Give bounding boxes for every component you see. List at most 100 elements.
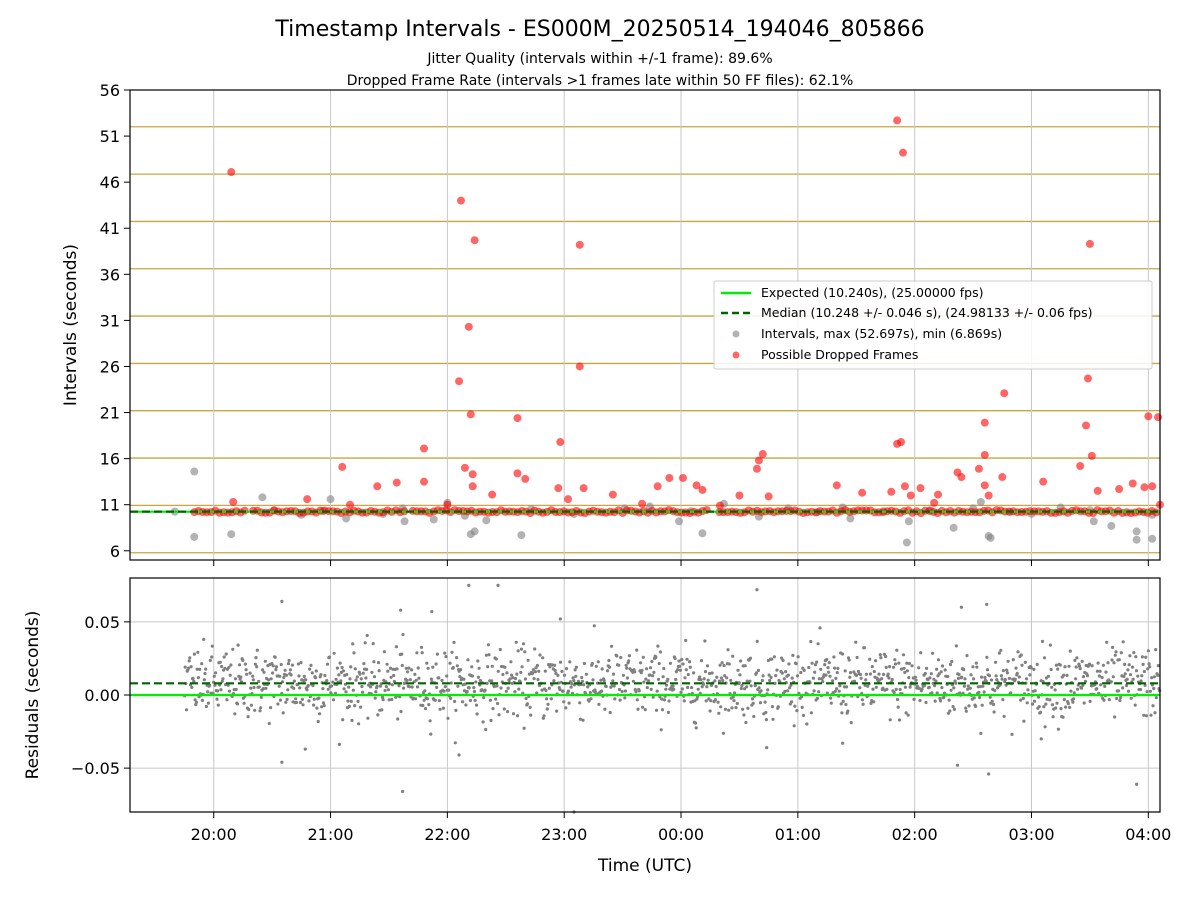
intervals-y-ticks: 6 11 16 21 26 31 36 41 46 51 56 bbox=[100, 81, 130, 561]
residual-point-502 bbox=[515, 672, 519, 676]
residual-point-1342 bbox=[1072, 697, 1076, 701]
residual-point-268 bbox=[360, 684, 364, 689]
residual-point-252 bbox=[349, 699, 353, 703]
residual-point-1076 bbox=[895, 697, 900, 702]
residual-point-94 bbox=[245, 672, 249, 676]
residual-point-401 bbox=[448, 661, 452, 665]
residual-point-751 bbox=[680, 657, 684, 662]
residual-point-199 bbox=[314, 669, 318, 673]
residual-point-1178 bbox=[963, 677, 967, 681]
residual-point-1075 bbox=[895, 648, 899, 652]
residual-point-643 bbox=[608, 710, 612, 715]
residual-point-1027 bbox=[863, 683, 867, 687]
residual-point-211 bbox=[322, 704, 326, 708]
interval-point-19 bbox=[517, 531, 526, 540]
residual-point-76 bbox=[233, 712, 237, 716]
residual-point-755 bbox=[682, 699, 686, 703]
residual-point-685 bbox=[636, 707, 640, 711]
residual-point-1382 bbox=[1098, 669, 1102, 673]
residual-point-468 bbox=[492, 685, 496, 689]
residual-point-261 bbox=[355, 675, 359, 679]
residual-point-585 bbox=[570, 682, 574, 686]
residual-point-1354 bbox=[1079, 686, 1084, 690]
residual-point-478 bbox=[499, 686, 503, 690]
residual-point-667 bbox=[624, 663, 628, 667]
residual-point-1041 bbox=[872, 669, 876, 674]
residual-point-816 bbox=[723, 674, 727, 678]
residual-point-1424 bbox=[1126, 668, 1130, 672]
residual-point-570 bbox=[560, 669, 564, 674]
interval-point-8 bbox=[326, 495, 335, 504]
residual-point-604 bbox=[582, 661, 587, 666]
residual-point-379 bbox=[433, 698, 437, 702]
residual-point-1444 bbox=[1139, 679, 1143, 683]
residual-point-113 bbox=[257, 685, 261, 689]
residual-point-741 bbox=[673, 656, 677, 661]
legend-median-label: Median (10.248 +/- 0.046 s), (24.98133 +… bbox=[761, 305, 1092, 320]
residual-point-1179 bbox=[964, 706, 968, 710]
residual-point-508 bbox=[519, 670, 523, 675]
residual-point-350 bbox=[414, 678, 418, 682]
residual-point-312 bbox=[389, 675, 393, 679]
residual-point-393 bbox=[443, 651, 447, 655]
residual-point-255 bbox=[351, 688, 355, 692]
residual-point-1110 bbox=[918, 698, 922, 703]
residual-point-509 bbox=[519, 647, 524, 651]
residual-point-1202 bbox=[979, 731, 983, 736]
residual-point-617 bbox=[591, 678, 595, 682]
residual-point-1309 bbox=[1050, 685, 1054, 689]
residual-point-1132 bbox=[933, 684, 937, 688]
residual-point-1249 bbox=[1010, 732, 1014, 737]
residual-point-172 bbox=[296, 662, 300, 666]
residual-point-225 bbox=[331, 698, 336, 702]
residual-point-373 bbox=[429, 677, 433, 681]
legend: Expected (10.240s), (25.00000 fps) Media… bbox=[713, 280, 1153, 370]
residual-point-848 bbox=[744, 720, 748, 725]
residual-point-1400 bbox=[1110, 658, 1114, 662]
residual-point-335 bbox=[404, 666, 408, 670]
residual-point-796 bbox=[709, 683, 714, 688]
interval-point-34 bbox=[904, 517, 913, 526]
dropped-point-28 bbox=[754, 456, 763, 465]
residual-point-1101 bbox=[912, 697, 916, 702]
x-axis-label: Time (UTC) bbox=[597, 856, 692, 876]
residual-point-1082 bbox=[899, 667, 904, 671]
residual-point-1464 bbox=[1152, 675, 1156, 679]
residual-point-794 bbox=[708, 709, 712, 713]
residual-point-131 bbox=[269, 677, 273, 681]
residual-point-919 bbox=[791, 653, 795, 658]
residual-point-270 bbox=[361, 671, 365, 675]
residual-point-1134 bbox=[934, 679, 938, 683]
residual-point-219 bbox=[327, 655, 332, 659]
residual-point-1344 bbox=[1073, 658, 1077, 663]
residual-point-369 bbox=[427, 703, 431, 707]
residual-point-722 bbox=[660, 708, 665, 712]
residual-point-748 bbox=[678, 664, 682, 668]
residual-point-1043 bbox=[874, 659, 878, 663]
residual-point-1454 bbox=[1146, 667, 1150, 671]
residual-point-803 bbox=[714, 684, 718, 689]
residual-point-408 bbox=[453, 699, 457, 704]
residual-point-558 bbox=[552, 679, 556, 683]
residual-point-427 bbox=[465, 689, 469, 694]
residual-point-808 bbox=[717, 679, 722, 683]
dropped-point-17 bbox=[1085, 239, 1094, 248]
residual-point-855 bbox=[748, 656, 753, 660]
residual-point-600 bbox=[580, 675, 584, 680]
residual-point-251 bbox=[349, 665, 353, 669]
dropped-point-23 bbox=[338, 462, 347, 471]
residual-point-276 bbox=[365, 633, 369, 638]
residual-point-1422 bbox=[1124, 684, 1129, 688]
residual-point-1168 bbox=[956, 676, 961, 681]
residual-point-1222 bbox=[992, 710, 996, 714]
residual-outlier-19 bbox=[1039, 737, 1043, 741]
residual-point-707 bbox=[651, 674, 655, 678]
residual-point-988 bbox=[837, 689, 841, 693]
residual-point-1435 bbox=[1133, 703, 1137, 707]
residual-point-340 bbox=[408, 685, 412, 689]
residual-point-463 bbox=[489, 718, 493, 723]
residual-point-1062 bbox=[886, 672, 890, 676]
residual-point-348 bbox=[413, 672, 417, 677]
interval-point-32 bbox=[846, 514, 855, 523]
residual-point-410 bbox=[454, 708, 458, 713]
